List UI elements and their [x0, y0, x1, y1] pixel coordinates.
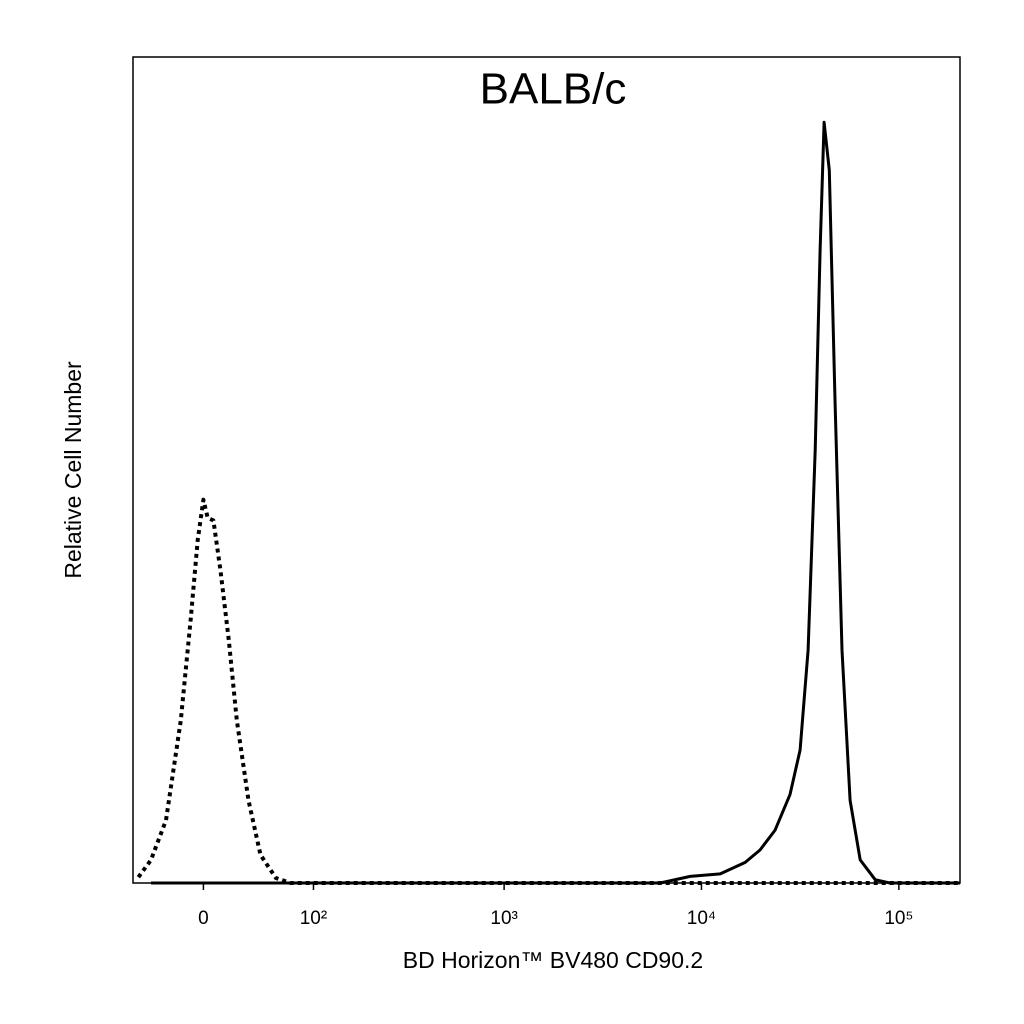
x-axis-label: BD Horizon™ BV480 CD90.2 [403, 947, 703, 973]
histogram-line [151, 120, 960, 885]
histogram-line [136, 497, 960, 885]
y-axis-label: Relative Cell Number [60, 361, 86, 579]
x-tick-label: 10² [300, 908, 327, 929]
x-tick-label: 10⁴ [687, 908, 716, 929]
x-tick-label: 10³ [490, 908, 517, 929]
chart-title: BALB/c [480, 65, 627, 114]
x-tick-label: 0 [198, 908, 209, 929]
x-tick-label: 10⁵ [884, 908, 913, 929]
